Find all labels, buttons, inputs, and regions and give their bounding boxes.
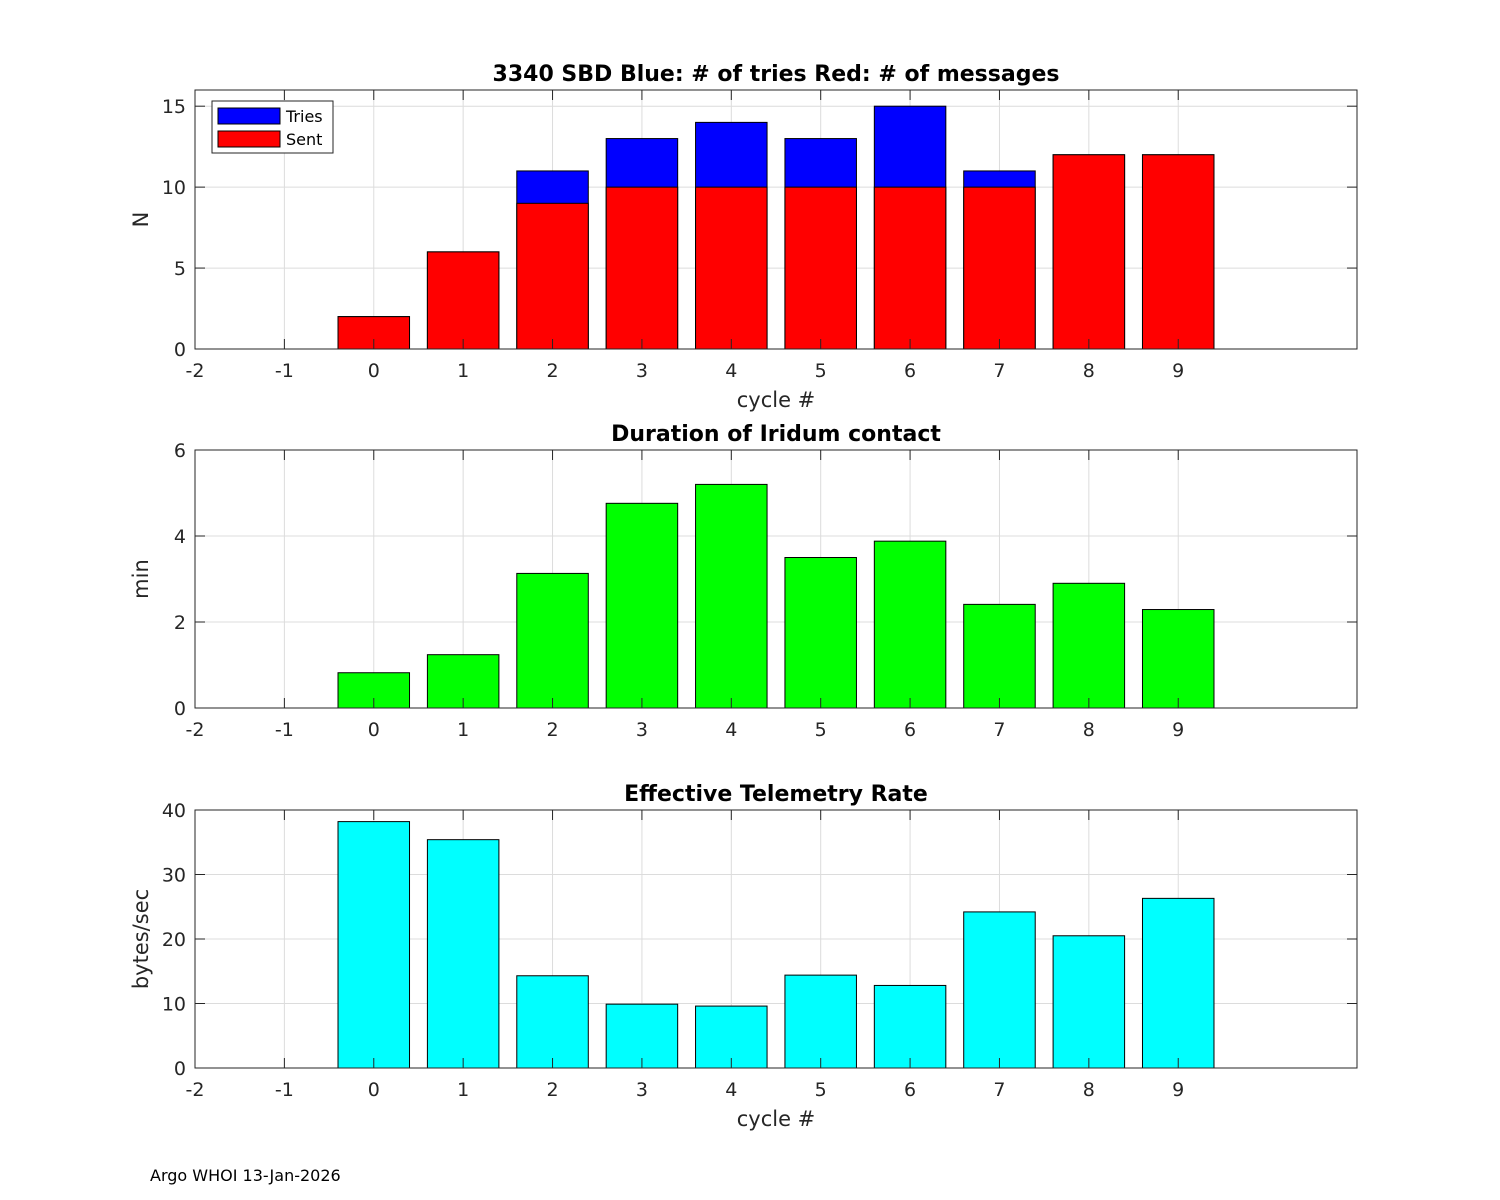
bar-sent-cycle-3 (605, 186, 679, 350)
legend-label-tries: Tries (285, 107, 323, 126)
y-tick-label: 10 (162, 994, 186, 1016)
x-tick-label: 3 (636, 719, 648, 741)
x-tick-label: 9 (1172, 1079, 1184, 1101)
chart-title: Duration of Iridum contact (611, 422, 941, 447)
bar-rate-cycle-7 (963, 911, 1036, 1069)
bar-rate-cycle-6 (873, 984, 947, 1069)
x-tick-label: 9 (1172, 360, 1184, 382)
bar-duration-cycle-2 (516, 572, 589, 709)
legend-label-sent: Sent (286, 130, 322, 149)
x-tick-label: -1 (275, 719, 294, 741)
x-tick-label: 7 (993, 719, 1005, 741)
bar-rate-cycle-0 (337, 821, 411, 1069)
bar-rate-cycle-4 (695, 1005, 768, 1069)
x-tick-label: 1 (457, 1079, 469, 1101)
bar-duration-cycle-8 (1052, 582, 1126, 709)
x-tick-label: -2 (186, 360, 205, 382)
x-tick-label: -1 (275, 360, 294, 382)
bar-duration-cycle-4 (695, 483, 768, 709)
bar-rate-cycle-5 (784, 974, 857, 1069)
y-tick-label: 15 (162, 96, 186, 118)
x-tick-label: 1 (457, 719, 469, 741)
x-tick-label: 4 (725, 360, 737, 382)
bar-rate-cycle-2 (516, 975, 589, 1069)
legend-swatch-sent (217, 130, 281, 148)
x-tick-label: 8 (1083, 719, 1095, 741)
x-tick-label: 0 (368, 1079, 380, 1101)
bar-sent-cycle-4 (695, 186, 768, 350)
x-tick-label: 7 (993, 360, 1005, 382)
x-tick-label: 2 (546, 719, 558, 741)
x-tick-label: 4 (725, 719, 737, 741)
bar-sent-cycle-8 (1052, 154, 1126, 350)
x-axis-label: cycle # (737, 388, 816, 412)
legend-swatch-tries (217, 107, 281, 125)
bar-duration-cycle-7 (963, 603, 1036, 709)
chart-panel-3: -2 -1 0 1 2 3 4 5 6 7 8 9 0 10 20 30 40 Effective Telemet… (129, 782, 1358, 1131)
bar-sent-cycle-5 (784, 186, 857, 350)
x-tick-label: 7 (993, 1079, 1005, 1101)
bar-sent-cycle-6 (873, 186, 947, 350)
x-tick-label: -2 (186, 719, 205, 741)
x-tick-label: 6 (904, 719, 916, 741)
bar-rate-cycle-1 (426, 839, 500, 1069)
bar-duration-cycle-5 (784, 557, 857, 709)
y-tick-label: 10 (162, 177, 186, 199)
y-tick-label: 0 (174, 339, 186, 361)
y-tick-label: 0 (174, 698, 186, 720)
x-tick-label: 8 (1083, 360, 1095, 382)
x-tick-label: 2 (546, 1079, 558, 1101)
y-axis-label: bytes/sec (129, 889, 153, 989)
x-tick-label: 1 (457, 360, 469, 382)
axes-box (194, 89, 1358, 350)
bar-sent-cycle-9 (1141, 154, 1215, 350)
x-tick-label: 6 (904, 1079, 916, 1101)
y-tick-label: 40 (162, 800, 186, 822)
legend: Tries Sent (211, 100, 334, 154)
x-tick-label: 6 (904, 360, 916, 382)
y-tick-label: 6 (174, 440, 186, 462)
bar-sent-cycle-7 (963, 186, 1036, 350)
x-tick-label: -1 (275, 1079, 294, 1101)
axes-box (194, 449, 1358, 709)
x-tick-label: 3 (636, 1079, 648, 1101)
y-tick-label: 5 (174, 258, 186, 280)
y-tick-label: 30 (162, 865, 186, 887)
y-tick-label: 20 (162, 929, 186, 951)
x-axis-label: cycle # (737, 1107, 816, 1131)
x-tick-label: 0 (368, 360, 380, 382)
y-tick-label: 4 (174, 526, 186, 548)
x-tick-label: 4 (725, 1079, 737, 1101)
bar-duration-cycle-3 (605, 502, 679, 709)
bar-rate-cycle-9 (1141, 897, 1215, 1069)
x-tick-label: 5 (815, 1079, 827, 1101)
footer-text: Argo WHOI 13-Jan-2026 (150, 1166, 341, 1185)
y-tick-label: 0 (174, 1058, 186, 1080)
bar-duration-cycle-6 (873, 540, 947, 709)
x-tick-label: 0 (368, 719, 380, 741)
chart-title: Effective Telemetry Rate (624, 782, 928, 807)
x-tick-label: 3 (636, 360, 648, 382)
x-tick-label: 9 (1172, 719, 1184, 741)
bar-sent-cycle-2 (516, 202, 589, 350)
x-tick-label: 5 (815, 719, 827, 741)
bar-rate-cycle-8 (1052, 935, 1126, 1069)
x-tick-label: 8 (1083, 1079, 1095, 1101)
bar-sent-cycle-1 (426, 251, 500, 350)
y-axis-label: N (129, 212, 153, 228)
x-tick-label: -2 (186, 1079, 205, 1101)
bar-rate-cycle-3 (605, 1003, 679, 1069)
chart-panel-2: -2 -1 0 1 2 3 4 5 6 7 8 9 0 2 4 6 Duration of Iridum con… (129, 422, 1358, 741)
y-axis-label: min (129, 559, 153, 599)
x-tick-label: 2 (546, 360, 558, 382)
chart-panel-1: -2 -1 0 1 2 3 4 5 6 7 8 9 0 5 10 15 3340 SBD Blue: # of … (129, 62, 1358, 412)
x-tick-label: 5 (815, 360, 827, 382)
chart-title: 3340 SBD Blue: # of tries Red: # of mess… (493, 62, 1060, 87)
y-tick-label: 2 (174, 612, 186, 634)
bar-duration-cycle-9 (1141, 609, 1215, 709)
